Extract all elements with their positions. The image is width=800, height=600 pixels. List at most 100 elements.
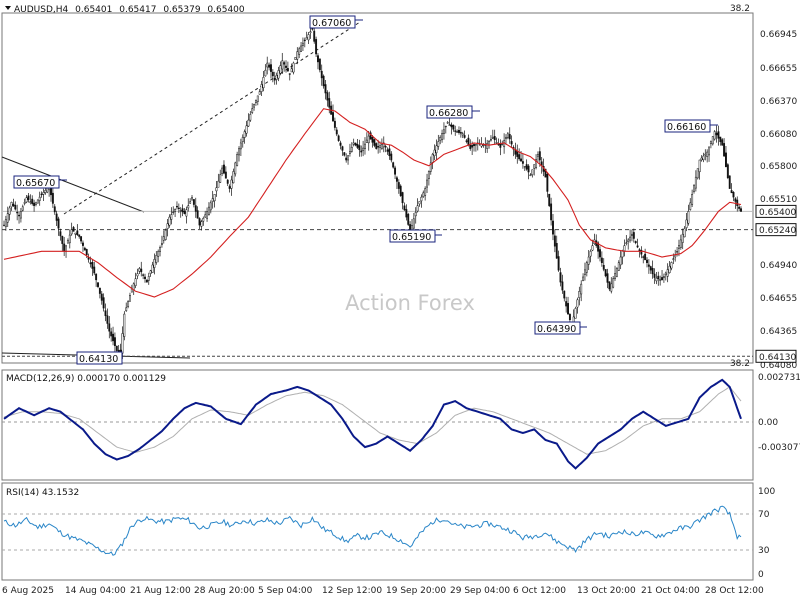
candle-body bbox=[689, 202, 692, 210]
candle-body bbox=[508, 134, 511, 140]
candle-body bbox=[591, 245, 594, 251]
candle-body bbox=[505, 136, 507, 139]
candle-body bbox=[587, 256, 590, 265]
rsi-tick-label: 70 bbox=[758, 510, 770, 520]
candle-body bbox=[510, 141, 513, 145]
x-tick-label: 28 Aug 20:00 bbox=[194, 586, 255, 596]
candle-body bbox=[533, 164, 536, 169]
candle-body bbox=[6, 213, 9, 223]
candle-body bbox=[138, 268, 141, 272]
candle-body bbox=[21, 206, 24, 211]
rsi-tick-label: 0 bbox=[758, 570, 764, 580]
candle-body bbox=[664, 272, 667, 276]
candle-body bbox=[159, 247, 161, 252]
candle-body bbox=[552, 220, 554, 235]
candle-body bbox=[14, 205, 17, 210]
candle-body bbox=[422, 192, 425, 197]
candle-body bbox=[76, 230, 79, 236]
candle-body bbox=[266, 62, 269, 68]
candle-body bbox=[352, 142, 355, 145]
candle-body bbox=[249, 114, 252, 121]
candle-body bbox=[661, 277, 663, 281]
candle-body bbox=[730, 190, 733, 194]
candle-body bbox=[426, 179, 428, 188]
dashed-level-tag-label: 0.65240 bbox=[759, 226, 796, 236]
candle-body bbox=[234, 162, 237, 175]
candle-body bbox=[91, 261, 94, 269]
x-tick-label: 6 Aug 2025 bbox=[2, 586, 54, 596]
candle-body bbox=[166, 223, 169, 229]
x-tick-label: 19 Sep 20:00 bbox=[386, 586, 446, 596]
fib-bottom-label: 38.2 bbox=[730, 359, 750, 369]
candle-body bbox=[685, 219, 688, 229]
annotation-pivot-high: 0.67060 bbox=[309, 15, 363, 29]
candle-body bbox=[557, 256, 560, 271]
x-tick-label: 28 Oct 12:00 bbox=[705, 586, 764, 596]
x-tick-label: 5 Sep 04:00 bbox=[258, 586, 313, 596]
candle-body bbox=[614, 273, 616, 279]
candle-body bbox=[191, 197, 193, 200]
dropdown-arrow-icon[interactable] bbox=[5, 6, 11, 10]
candle-body bbox=[172, 211, 175, 214]
candle-body bbox=[243, 131, 246, 138]
annotation-pivot-high: 0.66280 bbox=[426, 105, 480, 119]
candle-body bbox=[343, 152, 346, 156]
candle-body bbox=[713, 131, 716, 140]
fib-top-label: 38.2 bbox=[730, 4, 750, 14]
candle-body bbox=[8, 207, 11, 215]
candle-body bbox=[407, 213, 410, 225]
candle-body bbox=[439, 136, 442, 141]
candle-body bbox=[578, 291, 581, 298]
candle-body bbox=[215, 187, 218, 192]
candle-body bbox=[298, 48, 301, 55]
candle-body bbox=[333, 120, 336, 128]
candle-body bbox=[258, 91, 261, 95]
ohlc-open: 0.65401 bbox=[75, 5, 112, 15]
candle-body bbox=[97, 282, 99, 287]
symbol-title: AUDUSD,H4 bbox=[14, 5, 69, 15]
trendline-descending bbox=[1, 156, 145, 213]
candle-body bbox=[659, 279, 662, 281]
candle-body bbox=[106, 315, 109, 324]
candle-body bbox=[200, 221, 203, 227]
candle-body bbox=[108, 323, 111, 332]
candle-body bbox=[358, 145, 361, 151]
candle-body bbox=[610, 283, 613, 292]
candle-body bbox=[303, 39, 306, 42]
macd-signal-line bbox=[3, 386, 742, 455]
candle-body bbox=[270, 64, 272, 72]
candle-body bbox=[518, 154, 521, 160]
candle-body bbox=[623, 245, 626, 251]
candle-body bbox=[228, 186, 231, 189]
candle-body bbox=[339, 142, 342, 146]
candle-body bbox=[177, 207, 180, 210]
candle-body bbox=[725, 152, 727, 168]
candle-body bbox=[657, 275, 660, 279]
price-tick-label: 0.66945 bbox=[760, 30, 797, 40]
candle-body bbox=[459, 132, 462, 134]
candle-body bbox=[553, 235, 556, 247]
candle-body bbox=[732, 192, 735, 198]
candle-body bbox=[708, 146, 710, 156]
candle-body bbox=[429, 162, 432, 172]
rsi-line bbox=[3, 505, 742, 556]
candle-body bbox=[506, 133, 509, 138]
price-tick-label: 0.66080 bbox=[760, 130, 797, 140]
candle-body bbox=[365, 139, 368, 143]
candle-body bbox=[16, 211, 19, 214]
candle-body bbox=[247, 119, 250, 127]
candle-body bbox=[604, 269, 607, 277]
candle-body bbox=[416, 205, 419, 212]
candle-body bbox=[123, 313, 126, 337]
candle-body bbox=[625, 242, 628, 244]
macd-line bbox=[3, 378, 742, 470]
candle-body bbox=[567, 303, 569, 315]
candle-body bbox=[285, 65, 287, 68]
candle-body bbox=[369, 132, 372, 140]
candle-body bbox=[356, 144, 359, 148]
price-tick-label: 0.64080 bbox=[760, 361, 797, 371]
candle-body bbox=[456, 131, 459, 133]
candle-body bbox=[655, 277, 658, 282]
candle-body bbox=[78, 234, 81, 237]
candle-body bbox=[679, 239, 682, 248]
